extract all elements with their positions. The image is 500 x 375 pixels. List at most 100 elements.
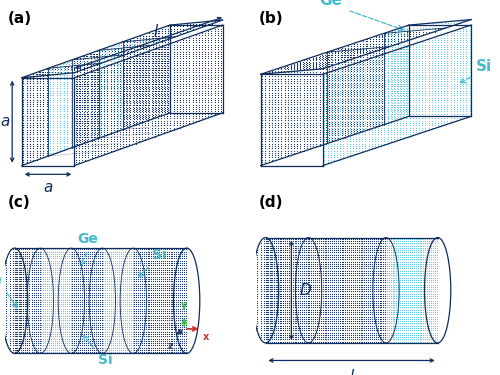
- Point: [78, 322, 86, 328]
- Point: [347, 114, 355, 120]
- Point: [324, 86, 332, 92]
- Point: [53, 260, 61, 266]
- Point: [26, 272, 34, 278]
- Point: [28, 306, 36, 312]
- Point: [86, 338, 94, 344]
- Point: [158, 112, 166, 118]
- Point: [390, 51, 398, 57]
- Point: [332, 50, 340, 56]
- Point: [146, 107, 154, 113]
- Point: [408, 304, 416, 310]
- Point: [33, 117, 41, 123]
- Point: [333, 102, 341, 108]
- Point: [306, 129, 314, 135]
- Point: [334, 321, 342, 327]
- Point: [164, 124, 172, 130]
- Point: [400, 102, 407, 108]
- Point: [296, 311, 304, 317]
- Point: [120, 88, 128, 94]
- Point: [353, 66, 361, 72]
- Point: [364, 252, 372, 258]
- Point: [422, 268, 430, 274]
- Point: [192, 67, 200, 73]
- Point: [117, 324, 125, 330]
- Point: [433, 300, 441, 306]
- Point: [368, 327, 376, 333]
- Point: [368, 263, 376, 269]
- Point: [320, 154, 328, 160]
- Point: [366, 43, 374, 49]
- Point: [75, 113, 83, 119]
- Point: [313, 325, 321, 331]
- Point: [320, 286, 328, 292]
- Point: [72, 315, 80, 321]
- Point: [381, 314, 389, 320]
- Point: [384, 247, 392, 253]
- Point: [280, 108, 288, 114]
- Point: [16, 317, 24, 323]
- Point: [157, 81, 165, 87]
- Point: [130, 306, 138, 312]
- Point: [284, 80, 292, 86]
- Point: [362, 105, 370, 111]
- Point: [392, 323, 400, 329]
- Point: [353, 121, 361, 127]
- Point: [266, 325, 274, 331]
- Point: [72, 157, 80, 163]
- Point: [75, 150, 83, 156]
- Point: [157, 86, 165, 92]
- Point: [270, 259, 278, 265]
- Point: [60, 145, 68, 151]
- Point: [325, 112, 333, 118]
- Point: [283, 263, 291, 269]
- Point: [260, 307, 268, 313]
- Point: [300, 90, 308, 96]
- Point: [30, 313, 38, 319]
- Point: [144, 48, 152, 54]
- Point: [144, 76, 152, 82]
- Point: [278, 327, 285, 333]
- Point: [362, 268, 370, 274]
- Point: [86, 93, 94, 99]
- Point: [88, 272, 96, 278]
- Point: [126, 262, 134, 268]
- Point: [328, 82, 336, 88]
- Point: [380, 293, 388, 299]
- Point: [150, 326, 158, 332]
- Point: [386, 111, 394, 117]
- Point: [337, 56, 345, 62]
- Point: [80, 88, 88, 94]
- Point: [195, 81, 203, 87]
- Point: [162, 294, 170, 300]
- Point: [414, 256, 422, 262]
- Point: [372, 240, 380, 246]
- Point: [122, 329, 130, 335]
- Point: [404, 39, 411, 45]
- Point: [446, 88, 454, 94]
- Point: [41, 269, 49, 275]
- Point: [410, 332, 418, 338]
- Point: [122, 292, 130, 298]
- Point: [459, 74, 467, 80]
- Point: [429, 323, 437, 329]
- Point: [382, 60, 390, 66]
- Point: [86, 342, 94, 348]
- Point: [408, 300, 416, 306]
- Point: [437, 88, 445, 94]
- Point: [105, 308, 113, 314]
- Point: [284, 122, 292, 128]
- Point: [66, 94, 74, 100]
- Point: [51, 283, 59, 289]
- Point: [386, 288, 394, 294]
- Point: [402, 272, 410, 278]
- Point: [356, 96, 364, 102]
- Point: [53, 127, 61, 133]
- Point: [345, 318, 353, 324]
- Point: [148, 64, 156, 70]
- Point: [309, 101, 317, 107]
- Point: [12, 303, 20, 309]
- Point: [362, 70, 370, 76]
- Point: [378, 77, 386, 83]
- Point: [111, 264, 119, 270]
- Point: [388, 98, 396, 104]
